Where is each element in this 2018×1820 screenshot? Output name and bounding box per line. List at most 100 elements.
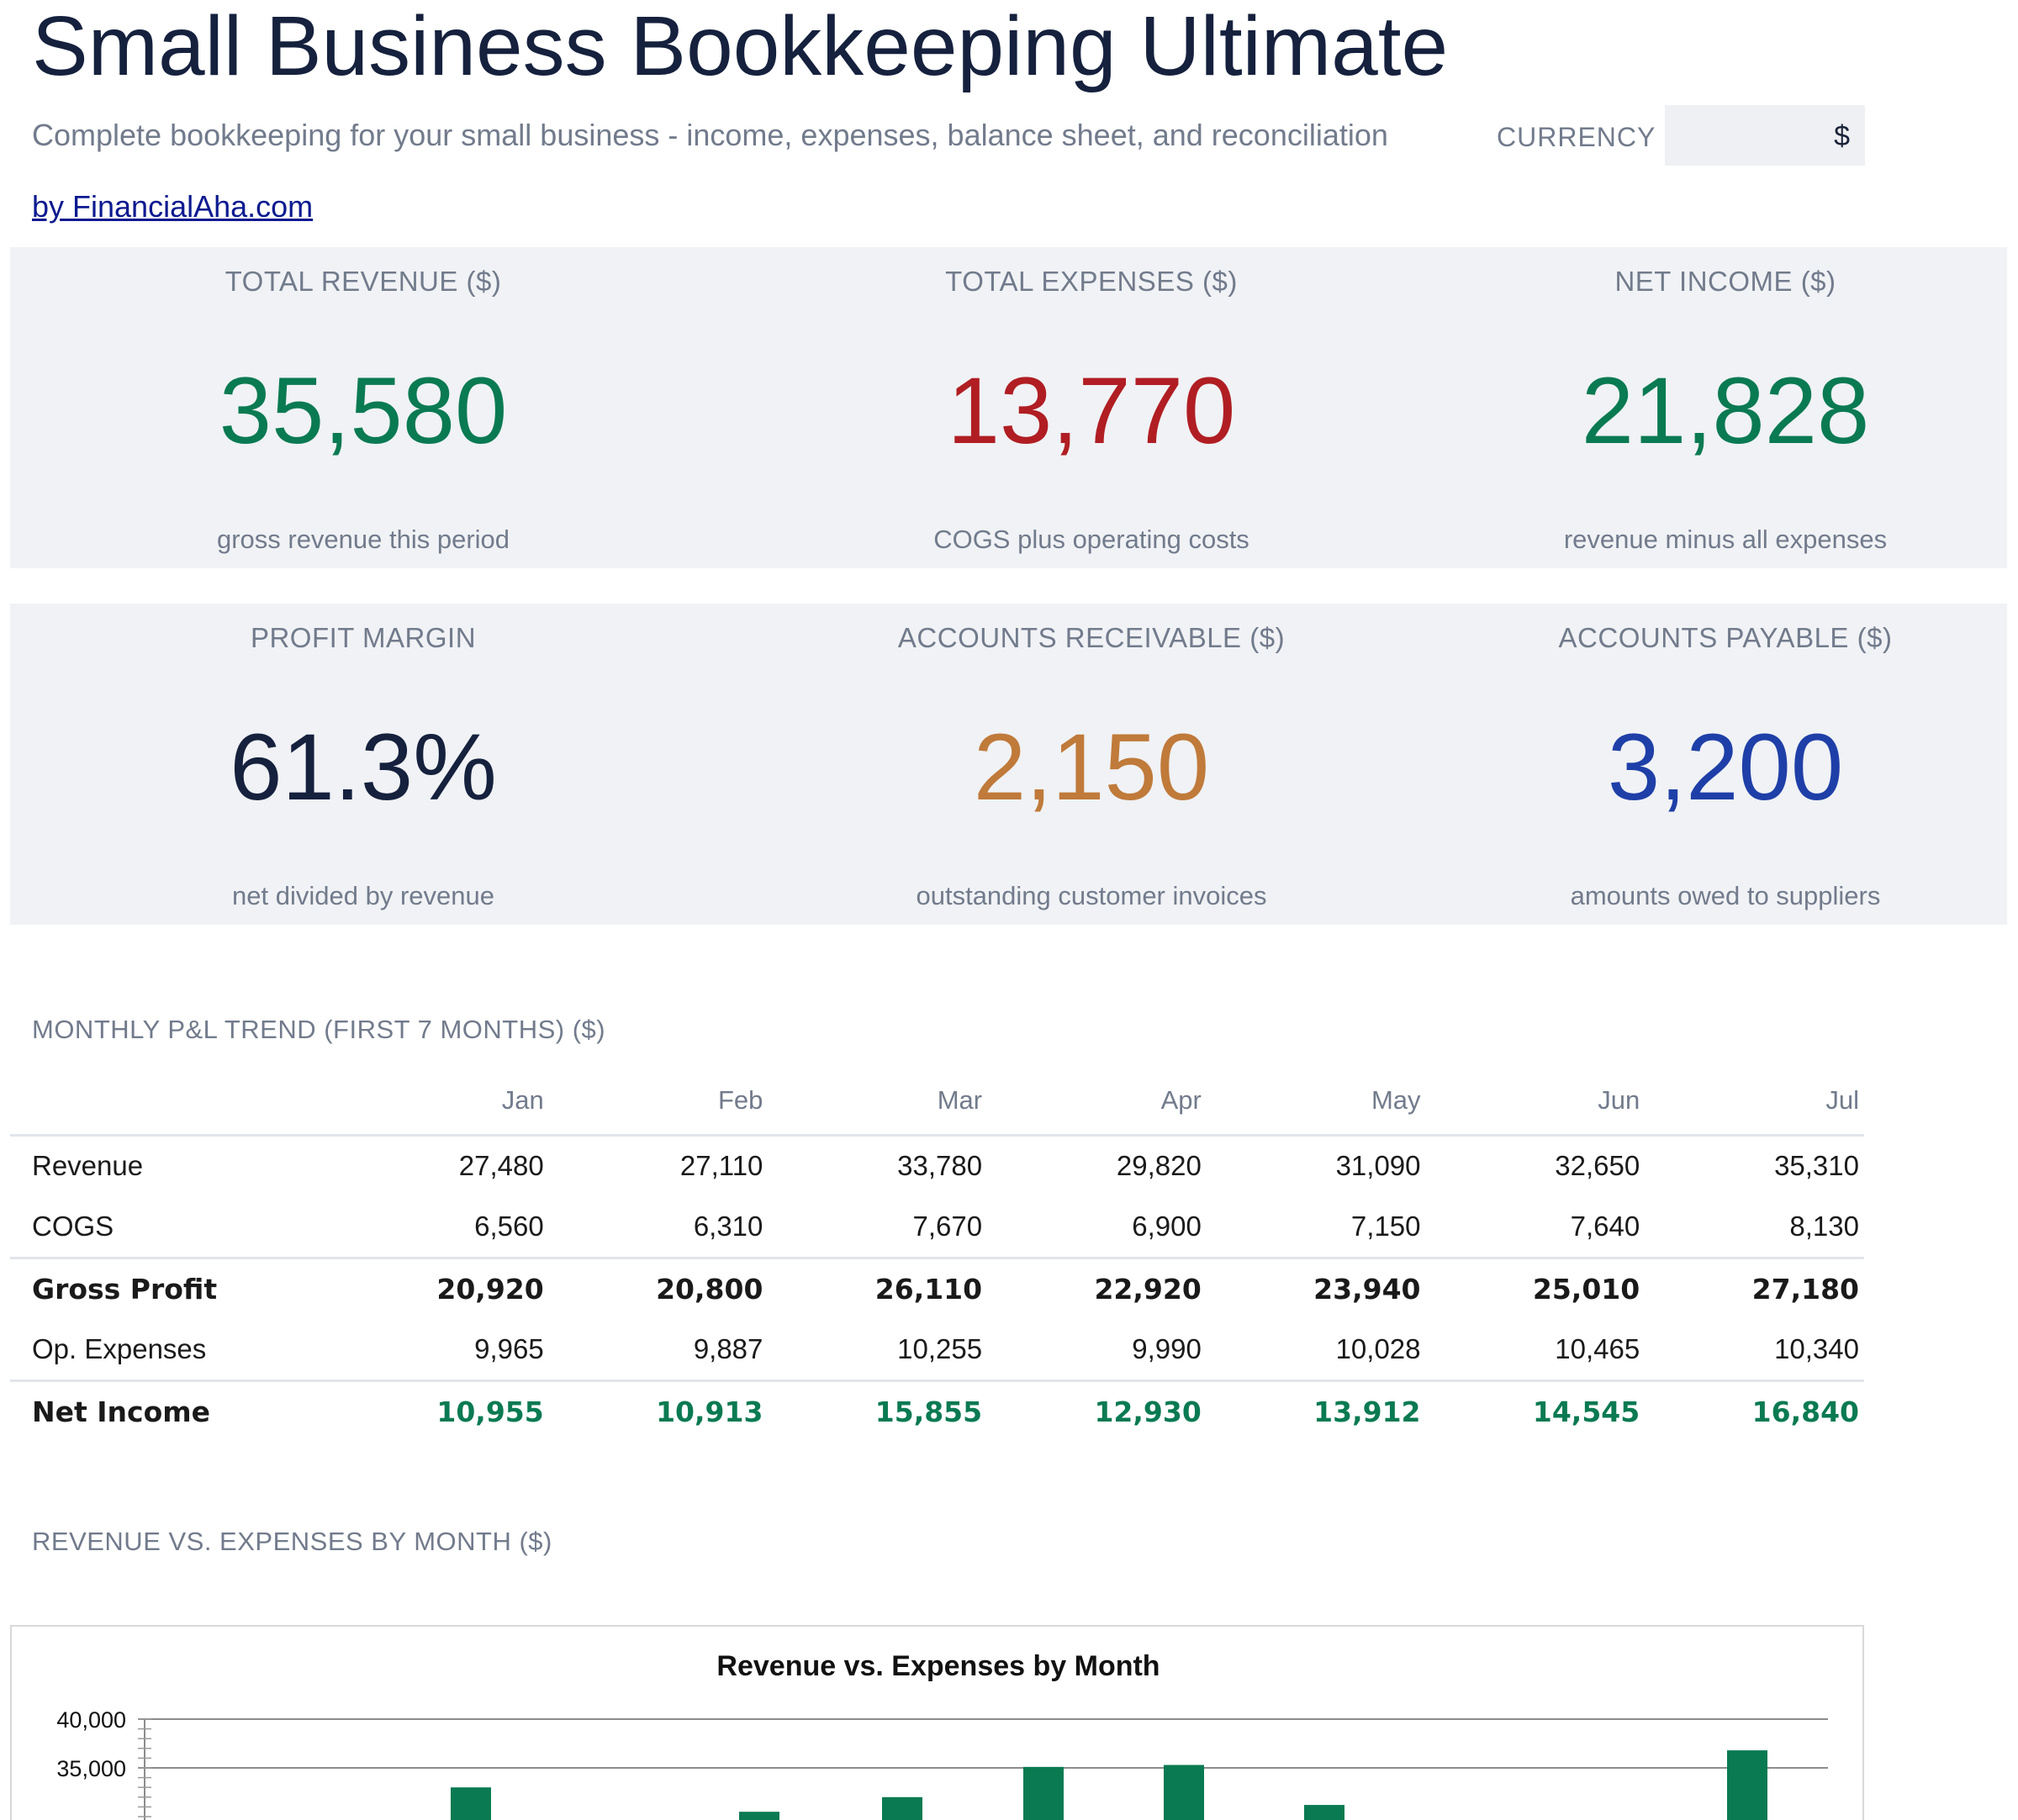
table-row-revenue: Revenue 27,480 27,110 33,780 29,820 31,0… (10, 1135, 1864, 1196)
kpi-caption: outstanding customer invoices (916, 881, 1267, 910)
y-tick-label: 40,000 (56, 1707, 126, 1733)
table-cell: 10,913 (656, 1395, 763, 1428)
table-header-month: Jan (330, 1068, 549, 1137)
chart-section-title: REVENUE VS. EXPENSES BY MONTH ($) (32, 1527, 552, 1556)
table-cell: 20,920 (436, 1272, 544, 1306)
table-header-month: Apr (987, 1068, 1207, 1137)
table-cell: 6,560 (330, 1196, 549, 1259)
kpi-value: 21,828 (1581, 358, 1870, 463)
table-cell: 35,310 (1774, 1150, 1859, 1182)
table-cell: 20,800 (656, 1272, 763, 1306)
kpi-value: 61.3% (230, 715, 497, 820)
table-cell: 10,955 (436, 1395, 544, 1428)
kpi-caption: revenue minus all expenses (1563, 525, 1888, 554)
kpi-value: 2,150 (973, 715, 1210, 820)
table-header-month: Feb (548, 1068, 769, 1137)
table-cell: 6,310 (548, 1196, 769, 1259)
y-tick-label: 35,000 (56, 1756, 126, 1781)
table-cell: 7,670 (768, 1196, 988, 1259)
revenue-bar[interactable] (451, 1787, 491, 1820)
table-cell: 16,840 (1751, 1395, 1859, 1428)
table-header-month: Jul (1645, 1068, 1864, 1137)
kpi-label: TOTAL REVENUE ($) (225, 266, 502, 297)
kpi-caption: amounts owed to suppliers (1570, 881, 1881, 910)
table-cell: 15,855 (874, 1395, 983, 1428)
table-cell: 13,912 (1313, 1395, 1421, 1428)
table-cell: 14,545 (1532, 1395, 1640, 1428)
chart-title: Revenue vs. Expenses by Month (716, 1650, 1160, 1682)
currency-input[interactable]: $ (1665, 105, 1865, 166)
table-cell: 31,090 (1335, 1150, 1421, 1182)
currency-value: $ (1834, 120, 1850, 152)
revenue-bar[interactable] (739, 1812, 779, 1820)
page-title: Small Business Bookkeeping Ultimate (32, 0, 1449, 93)
table-cell: 29,820 (1116, 1150, 1202, 1182)
table-cell: 27,480 (458, 1150, 544, 1182)
table-cell: 10,465 (1425, 1319, 1646, 1382)
kpi-label: ACCOUNTS RECEIVABLE ($) (897, 622, 1286, 653)
table-cell: 7,640 (1425, 1196, 1646, 1259)
table-row-cogs: COGS 6,560 6,310 7,670 6,900 7,150 7,640… (10, 1196, 1864, 1259)
table-row-op-expenses: Op. Expenses 9,965 9,887 10,255 9,990 10… (10, 1319, 1864, 1382)
currency-label: CURRENCY (1497, 122, 1656, 152)
row-label: Net Income (32, 1395, 211, 1428)
kpi-accounts-receivable: ACCOUNTS RECEIVABLE ($) 2,150 outstandin… (772, 604, 1411, 925)
table-cell: 10,340 (1645, 1319, 1864, 1382)
kpi-caption: gross revenue this period (216, 525, 510, 554)
kpi-label: ACCOUNTS PAYABLE ($) (1558, 622, 1893, 653)
table-row-gross-profit: Gross Profit 20,920 20,800 26,110 22,920… (10, 1258, 1864, 1319)
revenue-expenses-chart[interactable]: Revenue vs. Expenses by Month 40,000 35,0… (10, 1625, 1864, 1820)
revenue-bar[interactable] (1164, 1765, 1204, 1820)
table-cell: 27,180 (1751, 1272, 1859, 1306)
table-cell: 9,990 (987, 1319, 1207, 1382)
table-cell: 27,110 (679, 1150, 763, 1182)
revenue-bar[interactable] (882, 1796, 922, 1820)
page-subtitle: Complete bookkeeping for your small busi… (32, 118, 1388, 152)
table-cell: 32,650 (1555, 1150, 1640, 1182)
kpi-value: 35,580 (219, 358, 508, 463)
kpi-label: TOTAL EXPENSES ($) (945, 266, 1238, 297)
table-cell: 8,130 (1645, 1196, 1864, 1259)
chart-svg: Revenue vs. Expenses by Month 40,000 35,0… (56, 1650, 1828, 1820)
table-cell: 7,150 (1206, 1196, 1426, 1259)
kpi-total-expenses: TOTAL EXPENSES ($) 13,770 COGS plus oper… (772, 247, 1411, 568)
row-label: Revenue (32, 1150, 144, 1182)
table-cell: 10,028 (1206, 1319, 1426, 1382)
table-cell: 12,930 (1094, 1395, 1202, 1428)
kpi-net-income: NET INCOME ($) 21,828 revenue minus all … (1406, 247, 2018, 568)
kpi-accounts-payable: ACCOUNTS PAYABLE ($) 3,200 amounts owed … (1406, 604, 2018, 925)
kpi-value: 13,770 (947, 358, 1236, 463)
table-cell: 10,255 (768, 1319, 988, 1382)
table-cell: 23,940 (1313, 1272, 1421, 1306)
kpi-label: NET INCOME ($) (1614, 266, 1836, 297)
table-header-month: Jun (1425, 1068, 1646, 1137)
byline-link[interactable]: by FinancialAha.com (32, 189, 314, 224)
revenue-bar[interactable] (1023, 1766, 1064, 1820)
kpi-band-balances: PROFIT MARGIN 61.3% net divided by reven… (10, 604, 2007, 925)
table-header-blank (10, 1068, 330, 1137)
pl-trend-table: Jan Feb Mar Apr May Jun Jul Revenue 27,4… (10, 1068, 1864, 1442)
table-cell: 33,780 (897, 1150, 983, 1182)
table-header-month: Mar (768, 1068, 988, 1137)
table-cell: 9,965 (330, 1319, 549, 1382)
table-cell: 26,110 (874, 1272, 983, 1306)
table-cell: 9,887 (548, 1319, 769, 1382)
table-cell: 22,920 (1094, 1272, 1202, 1306)
row-label: Gross Profit (32, 1272, 218, 1306)
table-cell: 6,900 (987, 1196, 1207, 1259)
table-row-net-income: Net Income 10,955 10,913 15,855 12,930 1… (10, 1380, 1864, 1442)
kpi-label: PROFIT MARGIN (250, 622, 477, 653)
revenue-bar[interactable] (1304, 1805, 1344, 1820)
revenue-bar[interactable] (1727, 1750, 1767, 1820)
kpi-caption: net divided by revenue (232, 881, 494, 910)
row-label: Op. Expenses (10, 1319, 330, 1382)
kpi-band-summary: TOTAL REVENUE ($) 35,580 gross revenue t… (10, 247, 2007, 568)
kpi-value: 3,200 (1607, 715, 1844, 820)
kpi-total-revenue: TOTAL REVENUE ($) 35,580 gross revenue t… (44, 247, 683, 568)
kpi-caption: COGS plus operating costs (933, 525, 1249, 554)
table-header-month: May (1206, 1068, 1426, 1137)
table-cell: 25,010 (1532, 1272, 1640, 1306)
table-header-row: Jan Feb Mar Apr May Jun Jul (10, 1068, 1864, 1137)
row-label: COGS (10, 1196, 330, 1259)
kpi-profit-margin: PROFIT MARGIN 61.3% net divided by reven… (44, 604, 683, 925)
